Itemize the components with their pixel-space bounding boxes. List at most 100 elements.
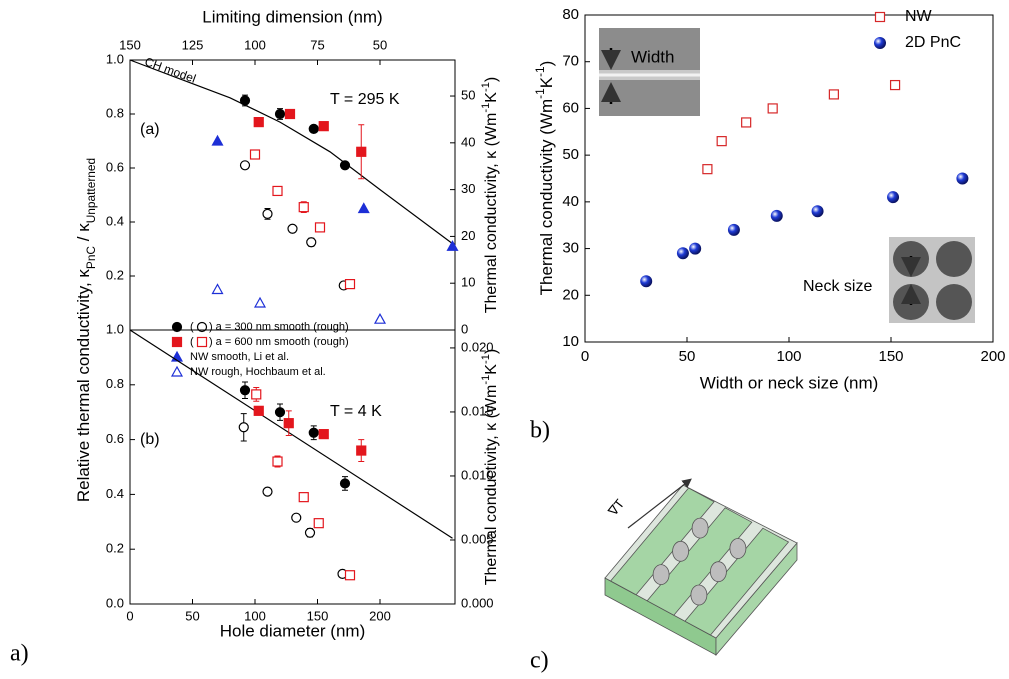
point [249, 149, 261, 160]
y-tick-label: 80 [562, 6, 579, 23]
y-tick-label: 0.2 [106, 541, 124, 556]
point [313, 518, 324, 529]
x-tick-label: 0 [126, 608, 133, 623]
panel-label: b) [530, 418, 550, 444]
y2-tick-label: 40 [461, 134, 475, 149]
point [373, 312, 387, 324]
label-part: -1 [533, 88, 547, 99]
y-tick-label: 0.0 [106, 595, 124, 610]
point [339, 478, 351, 489]
point [211, 283, 224, 295]
condition-label: T = 295 K [330, 91, 400, 108]
point [284, 108, 296, 120]
y-tick-label: 0.4 [106, 486, 124, 501]
y-tick-label: 10 [562, 333, 579, 350]
label-part: ) [483, 349, 500, 354]
x-tick-label: 100 [244, 608, 266, 623]
point [446, 240, 459, 251]
label-part: -1 [480, 375, 492, 385]
y-tick-label: 1.0 [106, 51, 124, 66]
point [344, 279, 356, 290]
label-part: -1 [480, 354, 492, 364]
legend-marker [171, 336, 183, 348]
y2-tick-label: 10 [461, 275, 475, 290]
point [344, 570, 356, 581]
label-part: -1 [480, 82, 492, 92]
legend-marker [196, 336, 208, 348]
legend-label: NW rough, Hochbaum et al. [190, 366, 326, 378]
x-tick-label: 100 [776, 348, 801, 365]
point [306, 237, 317, 248]
panel-tag: (b) [140, 431, 160, 448]
point [676, 247, 689, 260]
point [308, 427, 319, 438]
model-line [129, 329, 453, 539]
label-part: K [483, 364, 500, 375]
y-tick-label: 30 [562, 240, 579, 257]
label-part: ) [483, 77, 500, 82]
y-tick-label: 1.0 [106, 321, 124, 336]
point [272, 185, 283, 197]
y2-tick-label: 0.005 [461, 531, 494, 546]
x-tick-label: 200 [980, 348, 1005, 365]
point [272, 456, 283, 467]
label-part: ) [537, 61, 556, 67]
point [689, 242, 702, 255]
point [253, 116, 264, 128]
point [253, 405, 264, 416]
point [702, 164, 713, 175]
label-part: -1 [480, 103, 492, 113]
label-part: / κ [74, 223, 93, 246]
y-tick-label: 0.6 [106, 431, 124, 446]
legend-marker [874, 37, 886, 49]
point [828, 89, 839, 100]
y-tick-label: 50 [562, 146, 579, 163]
point [287, 223, 298, 234]
x-axis-label: Hole diameter (nm) [220, 621, 366, 640]
point [251, 389, 262, 400]
y2-tick-label: 30 [461, 181, 475, 196]
label-part: Thermal conductivity (Wm [537, 99, 556, 295]
point [357, 202, 370, 214]
x2-tick-label: 100 [244, 37, 266, 52]
legend-label: ( ) a = 600 nm smooth (rough) [190, 336, 349, 348]
legend-label: NW smooth, Li et al. [190, 351, 289, 363]
x2-tick-label: 50 [373, 37, 387, 52]
inset-width [599, 28, 700, 116]
x-tick-label: 0 [581, 348, 589, 365]
schematic [604, 478, 798, 657]
y2-tick-label: 0.015 [461, 403, 494, 418]
legend-marker [874, 11, 886, 23]
point [291, 512, 302, 523]
label-part: Relative thermal conductivity, κ [74, 269, 93, 503]
point [262, 208, 273, 219]
legend-marker [196, 321, 208, 333]
y-tick-label: 60 [562, 99, 579, 116]
label-part: Thermal conductivity, κ (Wm [483, 113, 500, 314]
point [318, 121, 329, 132]
point [356, 146, 367, 157]
point [640, 275, 653, 288]
model-line [129, 59, 453, 245]
point [889, 79, 901, 91]
point [262, 486, 273, 497]
point [298, 492, 309, 503]
y-tick-label: 0.4 [106, 213, 124, 228]
point [314, 222, 326, 233]
point [308, 123, 319, 134]
point [741, 117, 752, 128]
x2-axis-label: Limiting dimension (nm) [202, 7, 382, 26]
y-tick-label: 0.8 [106, 105, 124, 120]
model-label: CH model [143, 54, 198, 85]
y-axis-label: Thermal conductivity (Wm-1K-1) [533, 61, 556, 296]
y2-axis-label: Thermal conductivity, κ (Wm-1K-1) [480, 349, 500, 586]
y-tick-label: 40 [562, 193, 579, 210]
point [339, 160, 351, 171]
y2-axis-label: Thermal conductivity, κ (Wm-1K-1) [480, 77, 500, 314]
label-part: -1 [533, 66, 547, 77]
point [238, 422, 249, 433]
point [239, 385, 251, 396]
point [318, 429, 329, 440]
y2-tick-label: 0.010 [461, 467, 494, 482]
